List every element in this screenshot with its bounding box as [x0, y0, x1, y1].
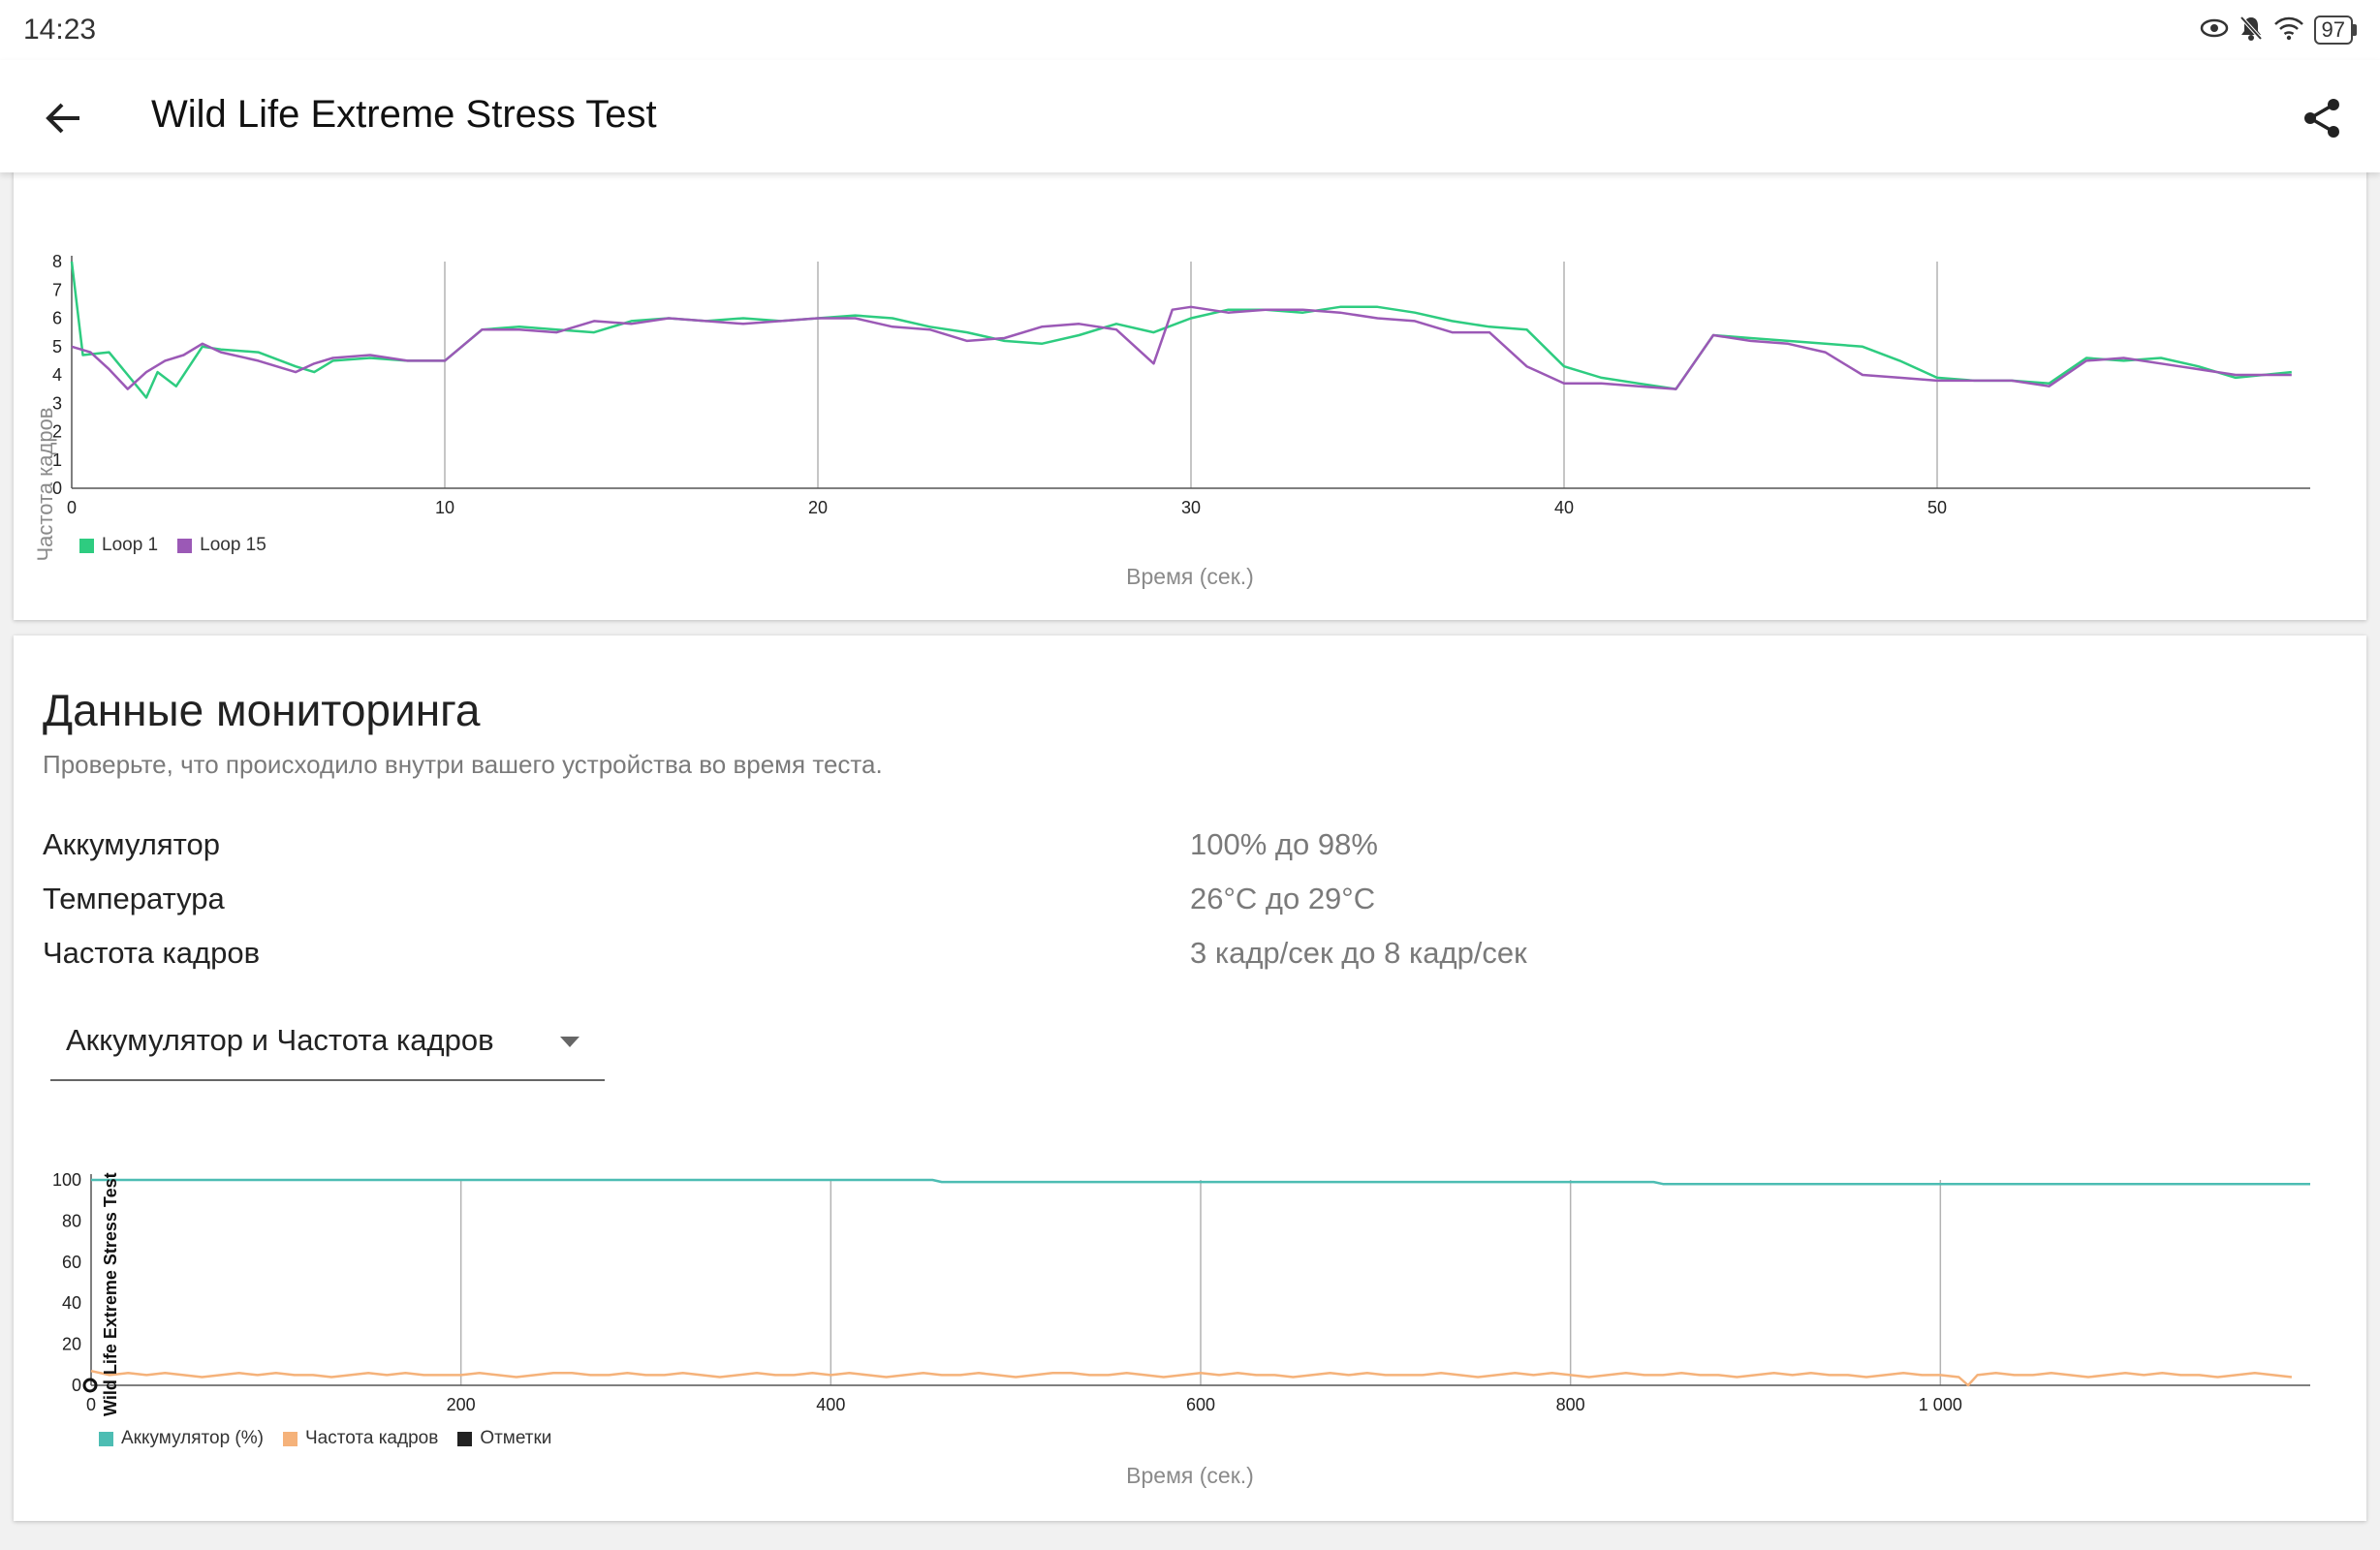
y-tick-label: 80	[62, 1211, 81, 1230]
monitoring-card: Данные мониторинга Проверьте, что происх…	[14, 636, 2366, 1521]
series-line-частота-кадров	[90, 1369, 2293, 1387]
x-tick-label: 1 000	[1919, 1395, 1962, 1414]
y-tick-label: 3	[52, 393, 62, 413]
monitoring-chart: 0 200 400 600 800 1 000 0 20 40 60 80 100 Wild Life…	[52, 1170, 2310, 1416]
y-tick-label: 2	[52, 422, 62, 442]
legend-item-loop15[interactable]: Loop 15	[177, 535, 266, 556]
legend-label: Аккумулятор (%)	[121, 1428, 264, 1448]
stat-label: Частота кадров	[43, 936, 261, 970]
fps-x-axis-label: Время (сек.)	[1126, 564, 1254, 589]
y-tick-label: 20	[62, 1335, 81, 1354]
caret-down-icon	[560, 1037, 579, 1047]
battery-indicator: 97	[2313, 16, 2357, 45]
stat-value: 100% до 98%	[1190, 827, 1378, 861]
y-tick-label: 6	[52, 309, 62, 328]
x-tick-label: 10	[435, 498, 454, 517]
chart-select-dropdown[interactable]: Аккумулятор и Частота кадров	[50, 1002, 605, 1081]
x-tick-label: 400	[816, 1395, 845, 1414]
series-line-loop-1	[70, 261, 2292, 399]
stat-row-framerate: Частота кадров 3 кадр/сек до 8 кадр/сек	[43, 936, 2271, 975]
share-button[interactable]	[2293, 89, 2351, 147]
legend-swatch	[177, 538, 193, 553]
stat-label: Температура	[43, 882, 225, 915]
stat-row-temperature: Температура 26°C до 29°C	[43, 882, 2271, 920]
legend-swatch	[282, 1431, 298, 1446]
y-tick-label: 7	[52, 280, 62, 299]
fps-chart-card: 0 10 20 30 40 50 0 1 2 3 4 5 6 7 8 Частота кадров Loop…	[14, 165, 2366, 620]
x-tick-label: 20	[808, 498, 828, 517]
monitor-legend: Аккумулятор (%) Частота кадров Отметки	[99, 1428, 551, 1449]
x-tick-label: 0	[67, 498, 77, 517]
x-tick-label: 50	[1927, 498, 1947, 517]
legend-swatch	[79, 538, 94, 553]
battery-level: 97	[2313, 16, 2353, 45]
share-icon	[2304, 99, 2339, 138]
legend-item-battery[interactable]: Аккумулятор (%)	[99, 1428, 264, 1449]
arrow-left-icon	[46, 103, 79, 134]
y-tick-label: 4	[52, 365, 62, 385]
back-button[interactable]	[35, 89, 93, 147]
section-subtitle: Проверьте, что происходило внутри вашего…	[43, 750, 883, 779]
status-icons: 97	[2200, 14, 2357, 46]
x-tick-label: 200	[447, 1395, 476, 1414]
monitor-x-axis-label: Время (сек.)	[1126, 1463, 1254, 1488]
x-tick-label: 600	[1186, 1395, 1215, 1414]
dropdown-selected: Аккумулятор и Частота кадров	[66, 1023, 494, 1057]
legend-item-marks[interactable]: Отметки	[457, 1428, 551, 1449]
wifi-icon	[2273, 16, 2304, 46]
monitor-y-axis-label: Wild Life Extreme Stress Test	[101, 1172, 120, 1416]
legend-label: Частота кадров	[304, 1428, 439, 1448]
legend-label: Loop 15	[200, 535, 266, 555]
legend-item-loop1[interactable]: Loop 1	[79, 535, 158, 556]
app-bar: Wild Life Extreme Stress Test	[0, 60, 2380, 172]
x-tick-label: 40	[1554, 498, 1574, 517]
legend-label: Loop 1	[102, 535, 159, 555]
stat-label: Аккумулятор	[43, 827, 220, 861]
y-tick-label: 0	[52, 479, 62, 498]
series-line-аккумулятор-	[91, 1178, 2310, 1186]
x-tick-label: 30	[1181, 498, 1201, 517]
eye-icon	[2200, 17, 2229, 44]
legend-label: Отметки	[480, 1428, 552, 1448]
stat-row-battery: Аккумулятор 100% до 98%	[43, 827, 2271, 866]
y-tick-label: 40	[62, 1293, 81, 1313]
x-tick-label: 0	[86, 1395, 96, 1414]
marker-circle[interactable]	[82, 1378, 98, 1393]
page-title: Wild Life Extreme Stress Test	[151, 93, 657, 136]
legend-item-framerate[interactable]: Частота кадров	[282, 1428, 439, 1449]
fps-chart: 0 10 20 30 40 50 0 1 2 3 4 5 6 7 8 Частота кадров	[33, 252, 2310, 562]
fps-y-axis-label: Частота кадров	[33, 408, 57, 562]
status-time: 14:23	[23, 14, 97, 46]
fps-legend: Loop 1 Loop 15	[79, 535, 266, 556]
y-tick-label: 60	[62, 1253, 81, 1272]
stat-value: 26°C до 29°C	[1190, 882, 1376, 915]
legend-swatch	[457, 1431, 473, 1446]
series-line-loop-15	[71, 305, 2292, 390]
bell-muted-icon	[2239, 15, 2264, 46]
legend-swatch	[99, 1431, 113, 1446]
x-tick-label: 800	[1556, 1395, 1585, 1414]
section-title: Данные мониторинга	[43, 685, 481, 735]
y-tick-label: 100	[52, 1170, 81, 1190]
stat-value: 3 кадр/сек до 8 кадр/сек	[1190, 936, 1527, 970]
y-tick-label: 5	[52, 337, 62, 356]
y-tick-label: 1	[52, 450, 62, 470]
y-tick-label: 0	[72, 1376, 81, 1395]
status-bar: 14:23 97	[0, 0, 2380, 60]
battery-tip	[2353, 24, 2357, 36]
y-tick-label: 8	[52, 252, 62, 271]
